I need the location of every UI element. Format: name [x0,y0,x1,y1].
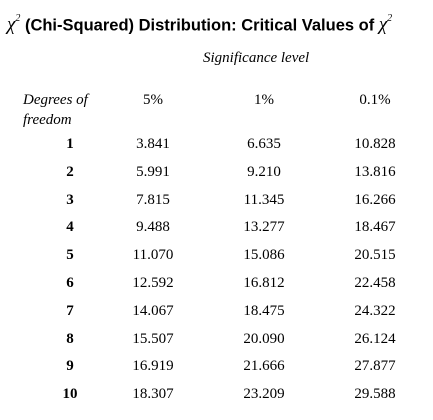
value-cell: 20.090 [243,330,285,347]
value-cell: 14.067 [132,302,174,319]
df-cell: 7 [66,302,74,319]
df-cell: 3 [66,191,74,208]
value-cell: 18.475 [243,302,285,319]
table-row: 5 11.070 15.086 20.515 [0,247,433,275]
value-cell: 23.209 [243,386,285,403]
title-text: (Chi-Squared) Distribution: Critical Val… [20,16,379,35]
value-cell: 20.515 [354,247,396,264]
degrees-of-freedom-label: Degrees of freedom [23,90,88,130]
value-cell: 11.345 [243,191,285,208]
table-row: 10 18.307 23.209 29.588 [0,386,433,414]
table-row: 9 16.919 21.666 27.877 [0,358,433,386]
table-row: 2 5.991 9.210 13.816 [0,164,433,192]
value-cell: 22.458 [354,274,396,291]
table-row: 3 7.815 11.345 16.266 [0,192,433,220]
page-title: χ2 (Chi-Squared) Distribution: Critical … [7,8,392,38]
chi-symbol-end: χ2 [378,13,393,36]
table-row: 7 14.067 18.475 24.322 [0,303,433,331]
value-cell: 18.467 [354,219,396,236]
df-cell: 2 [66,163,74,180]
value-cell: 10.828 [354,136,396,152]
chi-symbol: χ2 [7,13,21,36]
value-cell: 21.666 [243,358,285,375]
value-cell: 3.841 [136,136,170,152]
value-cell: 15.507 [132,330,174,347]
value-cell: 12.592 [132,274,174,291]
critical-values-table: 1 3.841 6.635 10.828 2 5.991 9.210 13.816 3 7.8… [0,136,433,414]
value-cell: 18.307 [132,386,174,403]
value-cell: 7.815 [136,191,170,208]
dof-label-line1: Degrees of [23,92,88,108]
value-cell: 16.266 [354,191,396,208]
value-cell: 27.877 [354,358,396,375]
value-cell: 13.816 [354,163,396,180]
table-row: 1 3.841 6.635 10.828 [0,136,433,164]
dof-label-line2: freedom [23,112,72,128]
value-cell: 11.070 [132,247,174,264]
df-cell: 8 [66,330,74,347]
value-cell: 9.488 [136,219,170,236]
df-cell: 9 [66,358,74,375]
table-row: 4 9.488 13.277 18.467 [0,219,433,247]
value-cell: 16.919 [132,358,174,375]
value-cell: 16.812 [243,274,285,291]
df-cell: 1 [66,136,74,152]
value-cell: 6.635 [247,136,281,152]
df-cell: 10 [62,386,78,403]
value-cell: 9.210 [247,163,281,180]
significance-level-label: Significance level [203,50,310,66]
value-cell: 24.322 [354,302,396,319]
value-cell: 15.086 [243,247,285,264]
column-header-1pct: 1% [254,92,274,108]
value-cell: 5.991 [136,163,170,180]
df-cell: 5 [66,247,74,264]
value-cell: 13.277 [243,219,285,236]
df-cell: 6 [66,274,74,291]
column-header-5pct: 5% [143,92,163,108]
value-cell: 29.588 [354,386,396,403]
table-row: 6 12.592 16.812 22.458 [0,275,433,303]
table-row: 8 15.507 20.090 26.124 [0,331,433,359]
column-header-0-1pct: 0.1% [359,92,391,108]
df-cell: 4 [66,219,74,236]
value-cell: 26.124 [354,330,396,347]
